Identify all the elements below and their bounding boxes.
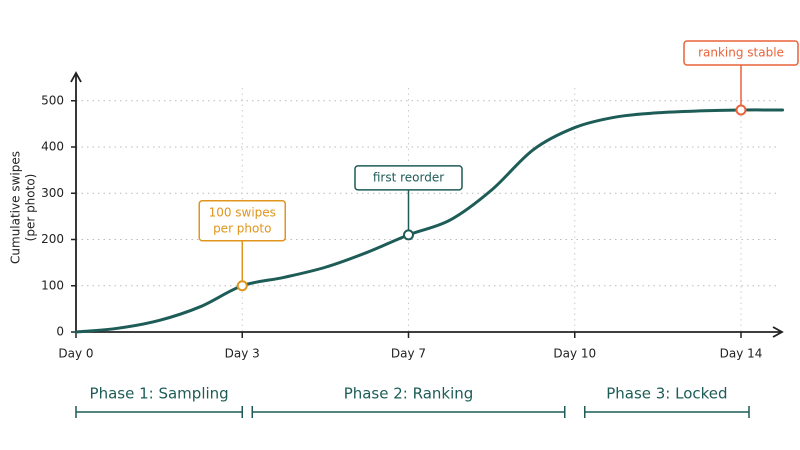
phase-bracket: [584, 406, 750, 418]
annotation-marker: [236, 280, 248, 292]
y-tick-label: 500: [41, 93, 64, 107]
y-tick-label: 300: [41, 186, 64, 200]
annotation-text: first reorder: [373, 170, 444, 184]
x-tick-label: Day 10: [553, 347, 596, 361]
annotation-box: [683, 40, 799, 66]
y-tick-label: 200: [41, 232, 64, 246]
phase-label: Phase 3: Locked: [606, 385, 727, 403]
y-axis-label: Cumulative swipes: [9, 151, 23, 264]
x-tick-label: Day 7: [391, 347, 426, 361]
y-tick-label: 0: [56, 325, 64, 339]
phase-label: Phase 2: Ranking: [344, 385, 474, 403]
phase-bracket: [251, 406, 566, 418]
x-tick-label: Day 14: [720, 347, 763, 361]
data-line: [74, 108, 785, 334]
y-tick-label: 100: [41, 278, 64, 292]
y-tick-label: 400: [41, 140, 64, 154]
x-tick-label: Day 0: [58, 347, 93, 361]
annotation-marker: [735, 104, 747, 116]
y-axis-arrow: [70, 71, 82, 83]
annotation-text: 100 swipes: [209, 205, 276, 219]
annotation-box: [198, 200, 286, 242]
annotation-text: per photo: [213, 221, 271, 235]
x-axis-arrow: [772, 326, 784, 338]
x-tick-label: Day 3: [225, 347, 260, 361]
phase-bracket: [75, 406, 243, 418]
annotation-marker: [403, 229, 414, 241]
phase-label: Phase 1: Sampling: [90, 385, 229, 403]
annotation-box: [354, 165, 463, 191]
annotation-text: ranking stable: [698, 46, 784, 60]
y-axis-label: (per photo): [24, 174, 38, 242]
